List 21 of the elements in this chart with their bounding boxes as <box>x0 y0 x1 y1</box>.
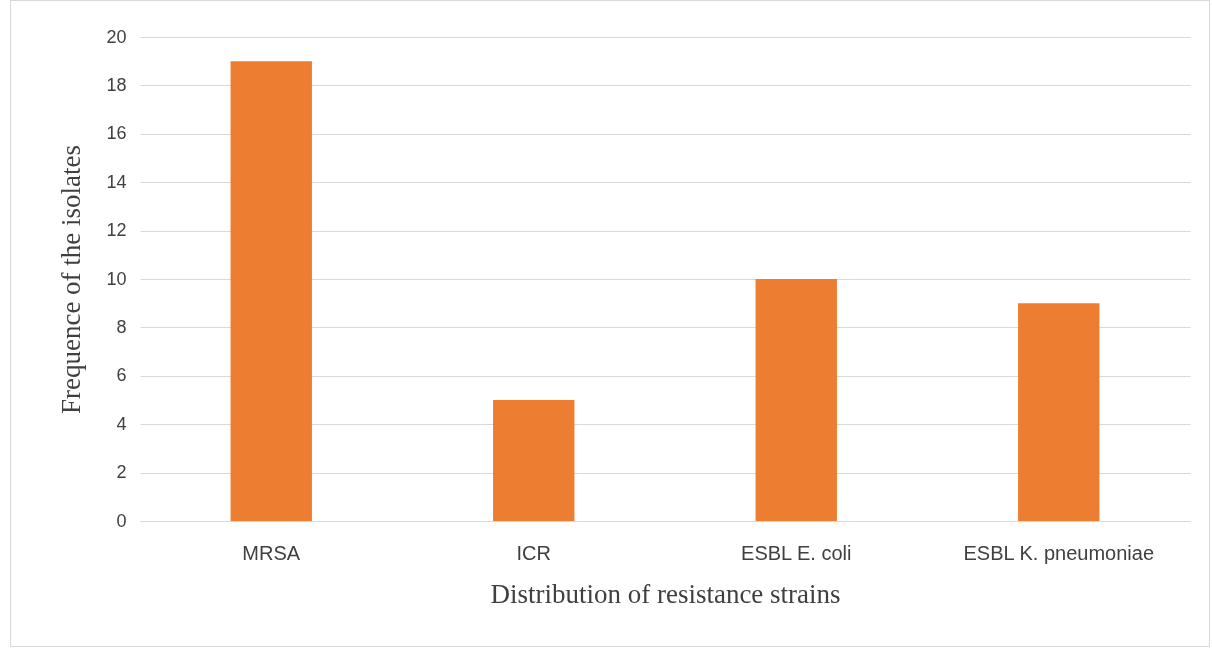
y-tick-label: 0 <box>116 510 127 531</box>
bar <box>493 400 575 521</box>
y-tick-label: 14 <box>106 171 127 192</box>
x-tick-label: ICR <box>516 541 551 564</box>
y-tick-label: 12 <box>106 220 127 241</box>
y-tick-label: 2 <box>116 462 127 483</box>
y-tick-label: 10 <box>106 268 127 289</box>
x-tick-label: MRSA <box>242 541 301 564</box>
bar <box>755 279 837 521</box>
y-tick-label: 16 <box>106 123 127 144</box>
x-tick-label: ESBL K. pneumoniae <box>963 541 1154 564</box>
y-tick-label: 18 <box>106 74 127 95</box>
y-tick-label: 8 <box>116 316 127 337</box>
y-axis-title: Frequence of the isolates <box>56 144 87 415</box>
x-axis-title: Distribution of resistance strains <box>490 578 841 609</box>
y-tick-label: 4 <box>116 413 127 434</box>
bar <box>1018 303 1100 521</box>
y-tick-label: 6 <box>116 365 127 386</box>
bar <box>230 61 312 521</box>
x-tick-label: ESBL E. coli <box>741 541 852 564</box>
y-tick-label: 20 <box>106 26 127 47</box>
